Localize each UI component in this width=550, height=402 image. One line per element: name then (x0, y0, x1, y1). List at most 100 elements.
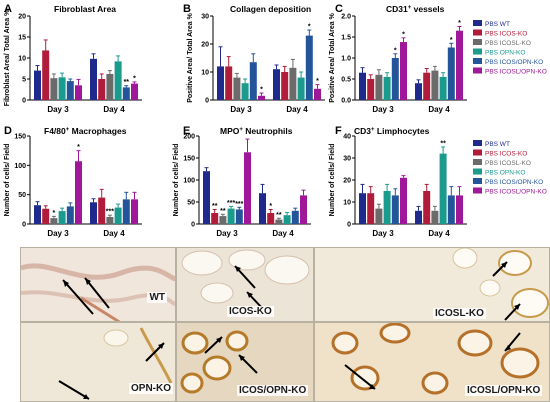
micrograph-wt: WT (20, 247, 176, 322)
x-tick-label: Day 4 (428, 229, 450, 238)
bar-wt (34, 205, 41, 224)
bar-icoslopn (75, 85, 82, 100)
bar-opn (114, 61, 122, 100)
bar-icosopn (447, 47, 455, 100)
y-tick-label: 100 (14, 163, 26, 170)
bar-opn (439, 153, 447, 224)
y-tick-label: 150 (183, 156, 195, 163)
bar-icos (42, 208, 50, 224)
bar-icoslopn (314, 88, 321, 100)
panel-letter: A (4, 3, 12, 15)
bar-icosl (219, 216, 227, 224)
significance-mark: * (260, 87, 263, 94)
bar-icosl (233, 77, 241, 100)
micrograph-icosl-ko: ICOSL-KO (314, 247, 550, 322)
x-tick-label: Day 4 (103, 105, 125, 114)
panel-title: Collagen deposition (230, 4, 311, 14)
bar-icosopn (66, 206, 74, 224)
bar-icoslopn (131, 199, 138, 224)
y-axis-label: Positive Area/ Total Area % (187, 12, 194, 102)
legend-swatch-icoslopn (473, 187, 482, 194)
y-axis-label: Fibroblast Area/ Total Area % (4, 9, 11, 106)
significance-mark: * (316, 78, 319, 85)
y-tick-label: 20 (343, 178, 351, 185)
y-tick-label: 10 (18, 56, 26, 63)
significance-mark: *** (106, 209, 114, 216)
y-axis-label: Number of cells/ Field (329, 144, 336, 217)
legend-label: PBS ICOSL-KO (485, 160, 531, 167)
significance-mark: * (402, 31, 405, 38)
legend-label: PBS ICOSL/OPN-KO (485, 189, 547, 196)
bar-icos (98, 197, 106, 224)
micrograph-label: OPN-KO (129, 383, 173, 394)
legend-label: PBS WT (485, 21, 510, 28)
bar-icosopn (291, 210, 299, 224)
significance-mark: * (77, 144, 80, 151)
bar-icos (367, 193, 375, 224)
micrograph-icos-ko: ICOS-KO (176, 247, 314, 322)
x-tick-label: Day 4 (103, 229, 125, 238)
y-tick-label: 5 (22, 77, 26, 84)
bar-opn (227, 208, 235, 224)
significance-mark: * (53, 210, 56, 217)
panel-title: F4/80+ Macrophages (44, 126, 127, 136)
bar-wt (359, 72, 366, 100)
micrograph-label: ICOSL/OPN-KO (465, 385, 543, 396)
y-tick-label: 0.0 (341, 98, 351, 105)
panel-letter: F (335, 125, 342, 137)
bar-opn (58, 77, 66, 100)
legend-swatch-icosopn (473, 178, 482, 184)
legend-swatch-icos (473, 149, 482, 156)
bar-icos (423, 72, 431, 100)
bar-icosopn (122, 199, 130, 224)
y-tick-label: 1.0 (341, 56, 351, 63)
significance-mark: *** (235, 201, 243, 208)
y-tick-label: 20 (18, 14, 26, 21)
bar-icosl (431, 70, 439, 100)
bar-icosopn (249, 62, 257, 100)
significance-mark: ** (124, 79, 130, 86)
legend-swatch-icos (473, 29, 482, 36)
micrograph-icosl-opn-ko: ICOSL/OPN-KO (314, 322, 550, 402)
legend-label: PBS ICOSL-KO (485, 40, 531, 47)
bar-icos (281, 72, 289, 100)
legend-label: PBS ICOS/OPN-KO (485, 179, 543, 186)
panel-title: MPO+ Neutrophils (220, 126, 293, 136)
bar-charts: A Fibroblast Area Fibroblast Area/ Total A… (4, 3, 547, 238)
legend-swatch-icoslopn (473, 67, 482, 74)
bar-opn (58, 211, 66, 224)
y-axis-label: Positive Area/ Total Area % (329, 12, 336, 102)
bar-opn (297, 77, 305, 100)
panel-title: Fibroblast Area (54, 4, 116, 14)
y-tick-label: 100 (183, 178, 195, 185)
bar-icoslopn (400, 177, 407, 224)
bar-icosl (50, 218, 58, 224)
bar-icos (225, 66, 233, 100)
legend-swatch-icosopn (473, 58, 482, 64)
legend-swatch-icosl (473, 159, 482, 165)
x-tick-label: Day 3 (216, 229, 238, 238)
bar-wt (415, 83, 422, 100)
x-tick-label: Day 3 (372, 229, 394, 238)
legend-swatch-opn (473, 168, 482, 175)
legend-label: PBS OPN-KO (485, 50, 525, 57)
y-axis-label: Number of cells/ Field (4, 144, 11, 217)
bar-icos (98, 79, 106, 100)
y-tick-label: 0.5 (341, 77, 351, 84)
panel-title: CD31+ vessels (386, 4, 445, 14)
legend-swatch-opn (473, 48, 482, 55)
significance-mark: ** (220, 208, 226, 215)
legend-label: PBS OPN-KO (485, 170, 525, 177)
significance-mark: *** (227, 200, 235, 207)
legend-label: PBS WT (485, 141, 510, 148)
bar-icosopn (66, 81, 74, 100)
bar-wt (217, 66, 224, 100)
x-tick-label: Day 3 (47, 105, 69, 114)
y-tick-label: 10 (343, 200, 351, 207)
legend-label: PBS ICOS-KO (485, 31, 527, 38)
bar-icosopn (391, 58, 399, 100)
bar-icosl (375, 208, 383, 224)
x-tick-label: Day 3 (372, 105, 394, 114)
bar-icosopn (235, 209, 243, 224)
